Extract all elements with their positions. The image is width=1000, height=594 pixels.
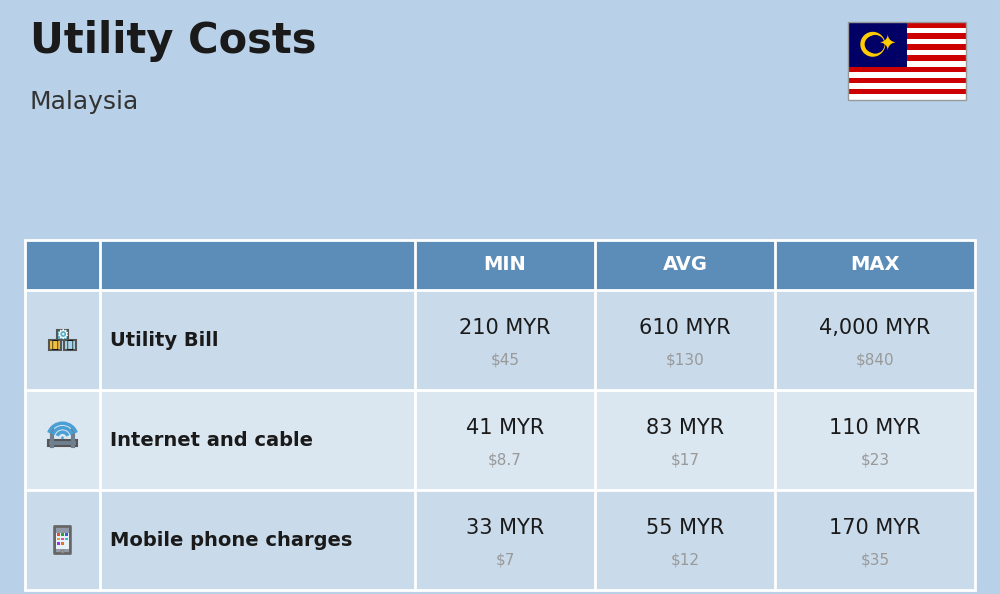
Text: 💧: 💧 (67, 340, 73, 350)
FancyBboxPatch shape (55, 526, 70, 554)
Text: Utility Bill: Utility Bill (110, 330, 218, 349)
Text: AVG: AVG (662, 255, 708, 274)
Circle shape (61, 550, 64, 552)
Bar (61, 533, 64, 536)
Bar (57, 330, 68, 340)
Bar (848, 67, 966, 72)
Bar (848, 33, 966, 39)
Text: 55 MYR: 55 MYR (646, 518, 724, 538)
Bar (57, 533, 60, 536)
Bar (848, 50, 966, 55)
Text: $8.7: $8.7 (488, 453, 522, 467)
Text: 33 MYR: 33 MYR (466, 518, 544, 538)
Wedge shape (860, 32, 885, 57)
Text: 🔌: 🔌 (52, 340, 58, 350)
Text: MAX: MAX (850, 255, 900, 274)
Text: 83 MYR: 83 MYR (646, 418, 724, 438)
Text: ⚙: ⚙ (56, 328, 69, 342)
Text: Utility Costs: Utility Costs (30, 20, 316, 62)
Bar (49, 340, 61, 350)
Text: Malaysia: Malaysia (30, 90, 139, 114)
Bar (61, 538, 64, 541)
Bar (56, 533, 69, 549)
Text: $12: $12 (670, 552, 700, 567)
Bar (848, 45, 966, 50)
Text: 41 MYR: 41 MYR (466, 418, 544, 438)
Bar (848, 55, 966, 61)
Text: 610 MYR: 610 MYR (639, 318, 731, 338)
Bar (848, 27, 966, 33)
Bar (48, 440, 77, 446)
Bar (25, 290, 975, 390)
Text: ✦: ✦ (878, 34, 895, 54)
Text: $23: $23 (860, 453, 890, 467)
Bar (848, 83, 966, 89)
Bar (57, 542, 60, 545)
Bar (57, 538, 60, 541)
Bar (848, 94, 966, 100)
Bar (25, 240, 975, 290)
Bar (25, 490, 975, 590)
Bar (848, 89, 966, 94)
Bar (848, 72, 966, 78)
Text: $35: $35 (860, 552, 890, 567)
Bar (25, 240, 975, 590)
Text: 4,000 MYR: 4,000 MYR (819, 318, 931, 338)
Text: $840: $840 (856, 352, 894, 368)
Bar (848, 39, 966, 45)
Text: $130: $130 (666, 352, 704, 368)
Circle shape (61, 437, 64, 439)
Text: Mobile phone charges: Mobile phone charges (110, 530, 352, 549)
Text: MIN: MIN (484, 255, 526, 274)
Circle shape (866, 35, 885, 53)
Text: $45: $45 (490, 352, 520, 368)
Text: $7: $7 (495, 552, 515, 567)
Bar (64, 340, 76, 350)
Bar (848, 22, 966, 27)
Text: $17: $17 (670, 453, 700, 467)
Bar (65, 533, 68, 536)
Text: 210 MYR: 210 MYR (459, 318, 551, 338)
Text: 110 MYR: 110 MYR (829, 418, 921, 438)
Bar (848, 22, 907, 67)
Bar (848, 22, 966, 100)
Bar (65, 538, 68, 541)
Bar (848, 61, 966, 67)
Bar (25, 390, 975, 490)
Bar (848, 78, 966, 83)
Bar (61, 542, 64, 545)
Text: Internet and cable: Internet and cable (110, 431, 313, 450)
Text: 170 MYR: 170 MYR (829, 518, 921, 538)
